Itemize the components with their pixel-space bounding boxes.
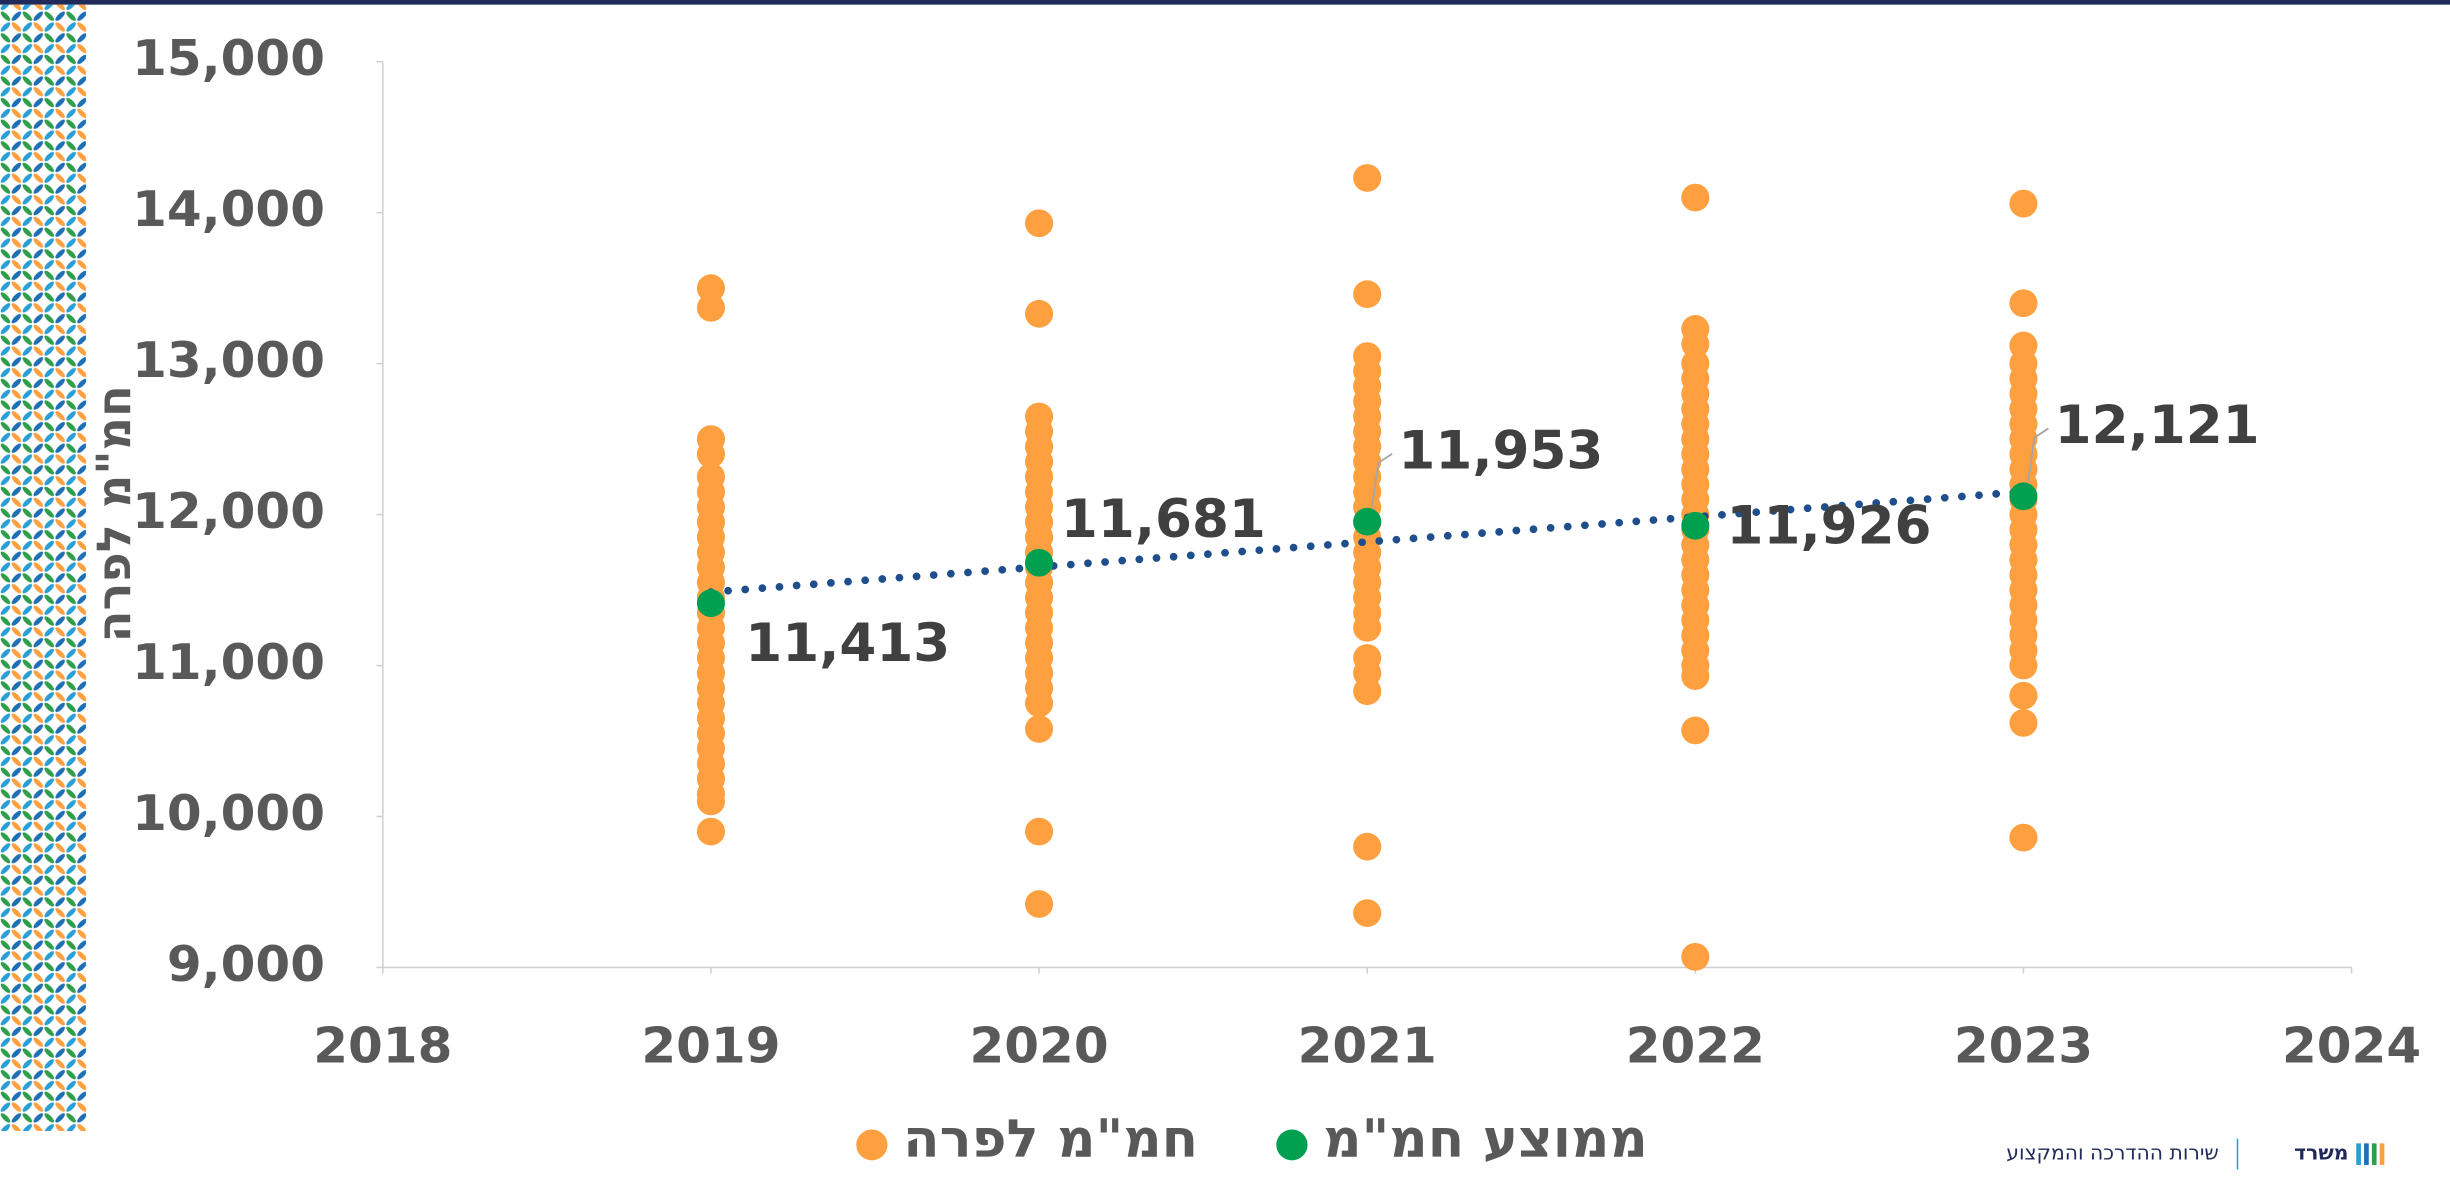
average-point bbox=[2009, 482, 2038, 511]
legend: חמ"מ לפרה ממוצע חמ"מ bbox=[856, 1109, 1648, 1170]
average-point bbox=[1025, 548, 1054, 577]
x-tick-label: 2020 bbox=[970, 1017, 1109, 1075]
data-point bbox=[1353, 280, 1382, 309]
data-point bbox=[1353, 899, 1382, 927]
data-point bbox=[2009, 289, 2038, 318]
legend-label: ממוצע חמ"מ bbox=[1323, 1109, 1648, 1170]
data-point bbox=[1353, 677, 1382, 706]
x-tick-label: 2022 bbox=[1626, 1017, 1765, 1075]
average-point bbox=[1353, 507, 1382, 536]
y-tick-label: 9,000 bbox=[167, 935, 325, 993]
legend-marker bbox=[856, 1129, 888, 1161]
data-point bbox=[1025, 209, 1054, 238]
x-tick-label: 2021 bbox=[1298, 1017, 1437, 1075]
top-bar bbox=[0, 0, 2450, 5]
logo-mark bbox=[2356, 1143, 2385, 1165]
y-tick-label: 12,000 bbox=[132, 482, 325, 540]
data-point bbox=[1025, 299, 1054, 328]
data-point bbox=[1025, 890, 1054, 918]
average-point bbox=[696, 589, 725, 618]
data-point bbox=[1025, 817, 1054, 846]
data-point bbox=[2009, 651, 2038, 680]
data-label: 12,121 bbox=[2055, 395, 2260, 456]
data-point bbox=[2009, 709, 2038, 737]
trendline bbox=[707, 487, 2028, 596]
y-tick-label: 14,000 bbox=[132, 180, 325, 238]
data-point bbox=[2009, 823, 2038, 852]
footer-logo: משרד bbox=[2294, 1141, 2348, 1165]
data-point bbox=[1681, 330, 1710, 358]
data-point bbox=[2009, 189, 2038, 218]
y-tick-label: 11,000 bbox=[132, 633, 325, 691]
label-leader bbox=[1370, 453, 1393, 508]
data-point bbox=[1681, 183, 1710, 212]
data-point bbox=[696, 293, 725, 322]
data-point bbox=[1353, 832, 1382, 861]
data-point bbox=[1681, 942, 1710, 971]
data-label: 11,681 bbox=[1061, 489, 1266, 550]
y-axis-label: חמ"מ לפרה bbox=[86, 385, 140, 642]
x-tick-label: 2018 bbox=[313, 1017, 452, 1075]
data-label: 11,953 bbox=[1398, 421, 1603, 482]
data-point bbox=[1353, 164, 1382, 192]
data-point bbox=[1681, 662, 1710, 690]
decorative-strip bbox=[0, 4, 86, 1131]
average-point bbox=[1681, 511, 1710, 540]
data-point bbox=[1353, 613, 1382, 642]
x-tick-label: 2023 bbox=[1954, 1017, 2093, 1075]
x-tick-label: 2024 bbox=[2282, 1017, 2421, 1075]
y-tick-label: 15,000 bbox=[132, 29, 325, 87]
label-leader bbox=[2027, 427, 2049, 483]
y-tick-label: 10,000 bbox=[132, 784, 325, 842]
data-point bbox=[1025, 689, 1054, 718]
data-point bbox=[696, 274, 725, 303]
data-point bbox=[1681, 716, 1710, 745]
y-tick-label: 13,000 bbox=[132, 331, 325, 389]
data-point bbox=[1025, 715, 1054, 743]
footer-department: שירות ההדרכה והמקצוע bbox=[2006, 1141, 2218, 1165]
series-0 bbox=[696, 164, 2038, 971]
data-label: 11,413 bbox=[745, 613, 950, 674]
data-label: 11,926 bbox=[1727, 496, 1932, 557]
x-tick-label: 2019 bbox=[641, 1017, 780, 1075]
footer: שירות ההדרכה והמקצוע משרד bbox=[2006, 1138, 2385, 1170]
data-point bbox=[696, 817, 725, 846]
data-point bbox=[696, 787, 725, 816]
series-1 bbox=[696, 482, 2038, 618]
data-point bbox=[696, 440, 725, 469]
data-point bbox=[2009, 681, 2038, 710]
legend-marker bbox=[1276, 1129, 1308, 1161]
legend-label: חמ"מ לפרה bbox=[903, 1109, 1198, 1170]
